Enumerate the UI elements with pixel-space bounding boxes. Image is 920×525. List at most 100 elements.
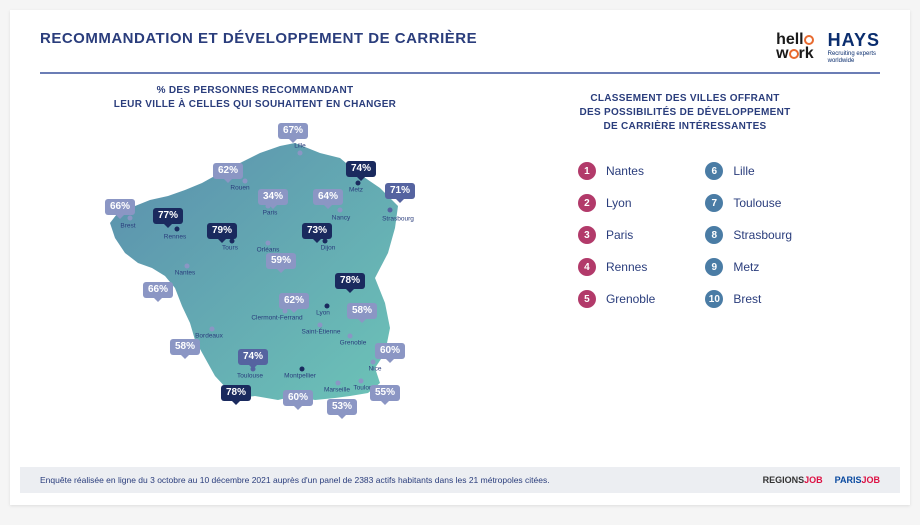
rank-item: 5 Grenoble <box>578 290 655 308</box>
rank-city-name: Metz <box>733 260 759 274</box>
city-dot <box>185 264 190 269</box>
rank-number: 7 <box>705 194 723 212</box>
percentage-badge: 78% <box>335 273 365 289</box>
percentage-badge: 59% <box>266 253 296 269</box>
city-dot <box>210 327 215 332</box>
city-label: Brest <box>120 223 135 230</box>
city-label: Nancy <box>332 215 350 222</box>
rank-item: 7 Toulouse <box>705 194 792 212</box>
percentage-badge: 67% <box>278 123 308 139</box>
rank-number: 3 <box>578 226 596 244</box>
city-dot <box>300 367 305 372</box>
percentage-badge: 60% <box>375 343 405 359</box>
rank-column-2: 6 Lille 7 Toulouse 8 Strasbourg 9 Metz 10 Brest <box>705 162 792 308</box>
percentage-badge: 60% <box>283 390 313 406</box>
city-dot <box>175 227 180 232</box>
percentage-badge: 34% <box>258 189 288 205</box>
city-dot <box>336 381 341 386</box>
rank-city-name: Grenoble <box>606 292 655 306</box>
percentage-badge: 73% <box>302 223 332 239</box>
city-label: Rouen <box>230 185 249 192</box>
city-label: Marseille <box>324 387 350 394</box>
city-label: Nantes <box>175 270 196 277</box>
footer-logos: REGIONSJOB PARISJOB <box>763 475 880 485</box>
infographic-container: RECOMMANDATION ET DÉVELOPPEMENT DE CARRI… <box>10 10 910 505</box>
hellowork-logo: hellwrk <box>776 33 814 62</box>
rank-number: 6 <box>705 162 723 180</box>
city-dot <box>128 216 133 221</box>
percentage-badge: 78% <box>221 385 251 401</box>
rank-item: 9 Metz <box>705 258 792 276</box>
percentage-badge: 66% <box>143 282 173 298</box>
percentage-badge: 77% <box>153 208 183 224</box>
rank-item: 10 Brest <box>705 290 792 308</box>
percentage-badge: 53% <box>327 399 357 415</box>
city-label: Montpellier <box>284 373 316 380</box>
city-label: Clermont-Ferrand <box>251 315 302 322</box>
city-label: Metz <box>349 187 363 194</box>
rank-number: 10 <box>705 290 723 308</box>
rank-item: 2 Lyon <box>578 194 655 212</box>
city-label: Paris <box>263 210 278 217</box>
percentage-badge: 74% <box>238 349 268 365</box>
rank-city-name: Lille <box>733 164 754 178</box>
header: RECOMMANDATION ET DÉVELOPPEMENT DE CARRI… <box>10 10 910 72</box>
city-label: Tours <box>222 245 238 252</box>
rank-city-name: Lyon <box>606 196 632 210</box>
city-dot <box>323 239 328 244</box>
hays-logo: HAYS Recruiting experts worldwide <box>828 30 880 64</box>
city-label: Toulouse <box>237 373 263 380</box>
percentage-badge: 71% <box>385 183 415 199</box>
rank-number: 1 <box>578 162 596 180</box>
city-dot <box>388 208 393 213</box>
percentage-badge: 58% <box>170 339 200 355</box>
rank-city-name: Nantes <box>606 164 644 178</box>
parisjob-logo: PARISJOB <box>835 475 880 485</box>
city-dot <box>283 309 288 314</box>
page-title: RECOMMANDATION ET DÉVELOPPEMENT DE CARRI… <box>40 30 477 47</box>
city-dot <box>318 323 323 328</box>
rank-number: 4 <box>578 258 596 276</box>
rank-city-name: Toulouse <box>733 196 781 210</box>
percentage-badge: 62% <box>279 293 309 309</box>
city-dot <box>266 241 271 246</box>
rank-item: 8 Strasbourg <box>705 226 792 244</box>
footer: Enquête réalisée en ligne du 3 octobre a… <box>20 467 900 493</box>
rank-city-name: Strasbourg <box>733 228 792 242</box>
city-label: Lyon <box>316 310 330 317</box>
percentage-badge: 62% <box>213 163 243 179</box>
city-dot <box>371 360 376 365</box>
rank-number: 9 <box>705 258 723 276</box>
rank-item: 3 Paris <box>578 226 655 244</box>
percentage-badge: 55% <box>370 385 400 401</box>
content-area: % DES PERSONNES RECOMMANDANT LEUR VILLE … <box>10 74 910 443</box>
rank-number: 8 <box>705 226 723 244</box>
map-subtitle: % DES PERSONNES RECOMMANDANT LEUR VILLE … <box>40 84 470 112</box>
regionsjob-logo: REGIONSJOB <box>763 475 823 485</box>
rank-item: 6 Lille <box>705 162 792 180</box>
city-dot <box>338 208 343 213</box>
city-label: Rennes <box>164 234 186 241</box>
ranking-list: 1 Nantes 2 Lyon 3 Paris 4Rennes 5 Grenoble 6 Lill… <box>490 162 880 308</box>
city-label: Nice <box>368 366 381 373</box>
city-label: Dijon <box>321 245 336 252</box>
city-dot <box>356 181 361 186</box>
city-label: Strasbourg <box>382 216 414 223</box>
map-section: % DES PERSONNES RECOMMANDANT LEUR VILLE … <box>40 84 470 443</box>
rank-city-name: Brest <box>733 292 761 306</box>
city-label: Saint-Étienne <box>301 329 340 336</box>
city-dot <box>243 179 248 184</box>
rank-column-1: 1 Nantes 2 Lyon 3 Paris 4Rennes 5 Grenoble <box>578 162 655 308</box>
city-label: Grenoble <box>340 340 367 347</box>
percentage-badge: 66% <box>105 199 135 215</box>
percentage-badge: 64% <box>313 189 343 205</box>
brand-logos: hellwrk HAYS Recruiting experts worldwid… <box>776 30 880 64</box>
city-dot <box>230 239 235 244</box>
footer-caption: Enquête réalisée en ligne du 3 octobre a… <box>40 475 550 485</box>
percentage-badge: 79% <box>207 223 237 239</box>
rank-number: 2 <box>578 194 596 212</box>
rank-number: 5 <box>578 290 596 308</box>
city-dot <box>298 151 303 156</box>
rank-city-name: Paris <box>606 228 633 242</box>
rank-item: 4Rennes <box>578 258 655 276</box>
